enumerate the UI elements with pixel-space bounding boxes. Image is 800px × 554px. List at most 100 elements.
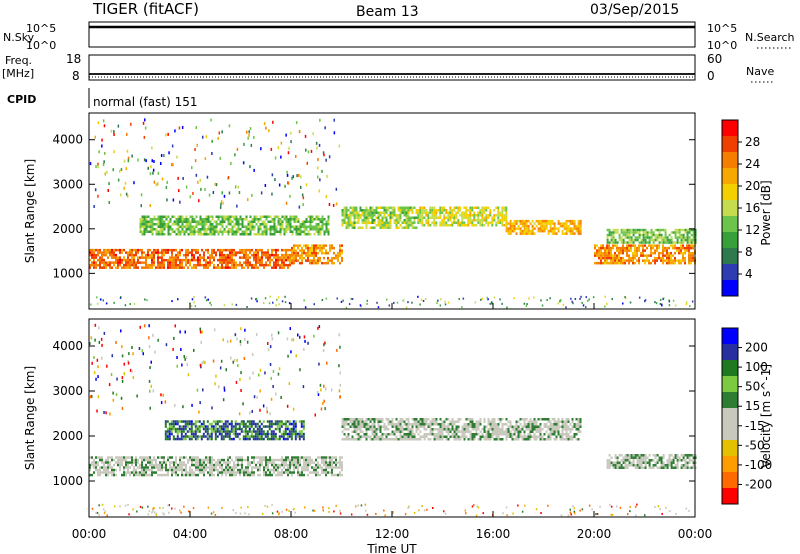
velocity-cell bbox=[551, 425, 554, 428]
power-cell bbox=[688, 261, 690, 265]
velocity-cell bbox=[172, 427, 175, 431]
power-cell bbox=[217, 215, 220, 218]
power-cell bbox=[513, 229, 516, 233]
power-cell bbox=[341, 259, 343, 262]
power-cell bbox=[377, 219, 380, 222]
power-cell bbox=[205, 261, 207, 264]
power-cell bbox=[347, 216, 350, 219]
power-cell bbox=[199, 230, 202, 233]
power-cell bbox=[297, 233, 300, 236]
power-cell bbox=[640, 228, 643, 232]
power-cell bbox=[285, 253, 287, 257]
velocity-cell bbox=[431, 433, 434, 436]
velocity-cell bbox=[241, 456, 243, 459]
velocity-cell bbox=[95, 466, 97, 469]
power-cell bbox=[602, 254, 604, 257]
power-cell bbox=[103, 263, 105, 267]
velocity-cell bbox=[199, 461, 201, 464]
velocity-cell bbox=[531, 425, 534, 428]
power-cell bbox=[477, 214, 480, 217]
power-cell bbox=[219, 220, 222, 223]
power-cell bbox=[485, 221, 488, 224]
power-cell bbox=[115, 258, 117, 262]
velocity-cell bbox=[337, 473, 339, 477]
power-cell bbox=[189, 233, 192, 236]
power-cell bbox=[604, 259, 606, 262]
power-cell bbox=[187, 220, 190, 223]
velocity-cell bbox=[216, 435, 219, 438]
power-cell bbox=[467, 221, 470, 224]
velocity-cell bbox=[293, 471, 295, 474]
velocity-cell bbox=[192, 422, 195, 426]
power-cell bbox=[323, 218, 326, 221]
power-cell bbox=[618, 254, 620, 257]
velocity-cell bbox=[365, 423, 368, 426]
velocity-cell bbox=[575, 423, 578, 426]
velocity-cell bbox=[273, 471, 275, 474]
power-cell bbox=[143, 218, 146, 221]
velocity-cell bbox=[614, 454, 617, 457]
velocity-cell bbox=[475, 430, 478, 433]
power-cell bbox=[281, 248, 283, 252]
velocity-cell bbox=[624, 454, 627, 457]
velocity-cell bbox=[383, 438, 386, 441]
power-cell bbox=[133, 266, 135, 269]
velocity-cell bbox=[224, 425, 227, 428]
power-cell bbox=[684, 246, 686, 250]
velocity-cell bbox=[323, 458, 325, 462]
power-cell bbox=[638, 233, 641, 237]
power-cell bbox=[307, 233, 310, 236]
power-cell bbox=[525, 224, 528, 228]
power-cell bbox=[159, 228, 162, 231]
power-cell bbox=[265, 253, 267, 257]
power-cell bbox=[295, 215, 298, 218]
velocity-cell bbox=[441, 423, 444, 426]
power-scatter bbox=[102, 299, 104, 302]
power-scatter bbox=[284, 301, 287, 304]
power-cell bbox=[269, 256, 271, 259]
velocity-cell bbox=[499, 433, 502, 436]
velocity-cell bbox=[237, 471, 239, 474]
power-cell bbox=[632, 238, 635, 242]
velocity-cell bbox=[441, 433, 444, 436]
velocity-cell bbox=[433, 438, 436, 441]
power-cell bbox=[297, 259, 299, 262]
power-cell bbox=[109, 263, 111, 267]
power-cell bbox=[541, 219, 544, 223]
power-cell bbox=[321, 225, 324, 228]
velocity-cell bbox=[521, 438, 524, 441]
power-cell bbox=[259, 263, 261, 267]
power-cell bbox=[209, 256, 211, 259]
power-cell bbox=[211, 248, 213, 252]
power-cell bbox=[171, 258, 173, 262]
power-cell bbox=[141, 225, 144, 228]
velocity-cell bbox=[365, 438, 368, 441]
power-cell bbox=[411, 226, 414, 229]
velocity-cell bbox=[193, 471, 195, 474]
power-cell bbox=[181, 218, 184, 221]
velocity-cell bbox=[660, 456, 663, 459]
power-cell bbox=[237, 228, 240, 231]
velocity-cell bbox=[656, 459, 659, 462]
power-cell bbox=[101, 253, 103, 257]
power-cell bbox=[531, 219, 534, 223]
power-cell bbox=[291, 218, 294, 221]
velocity-cell bbox=[263, 458, 265, 462]
power-cell bbox=[319, 230, 322, 233]
power-cell bbox=[301, 259, 303, 262]
power-cell bbox=[313, 256, 315, 260]
velocity-cell bbox=[151, 473, 153, 477]
power-cell bbox=[143, 228, 146, 231]
power-cell bbox=[347, 221, 350, 224]
power-scatter bbox=[592, 296, 595, 299]
power-cell bbox=[319, 233, 322, 236]
velocity-cell bbox=[101, 471, 103, 474]
velocity-cell bbox=[632, 464, 635, 467]
power-cell bbox=[321, 223, 324, 226]
velocity-cell bbox=[626, 464, 629, 467]
power-cell bbox=[223, 253, 225, 257]
velocity-cell bbox=[305, 456, 307, 459]
power-cell bbox=[245, 248, 247, 252]
power-cell bbox=[383, 211, 386, 214]
power-cell bbox=[155, 233, 158, 236]
